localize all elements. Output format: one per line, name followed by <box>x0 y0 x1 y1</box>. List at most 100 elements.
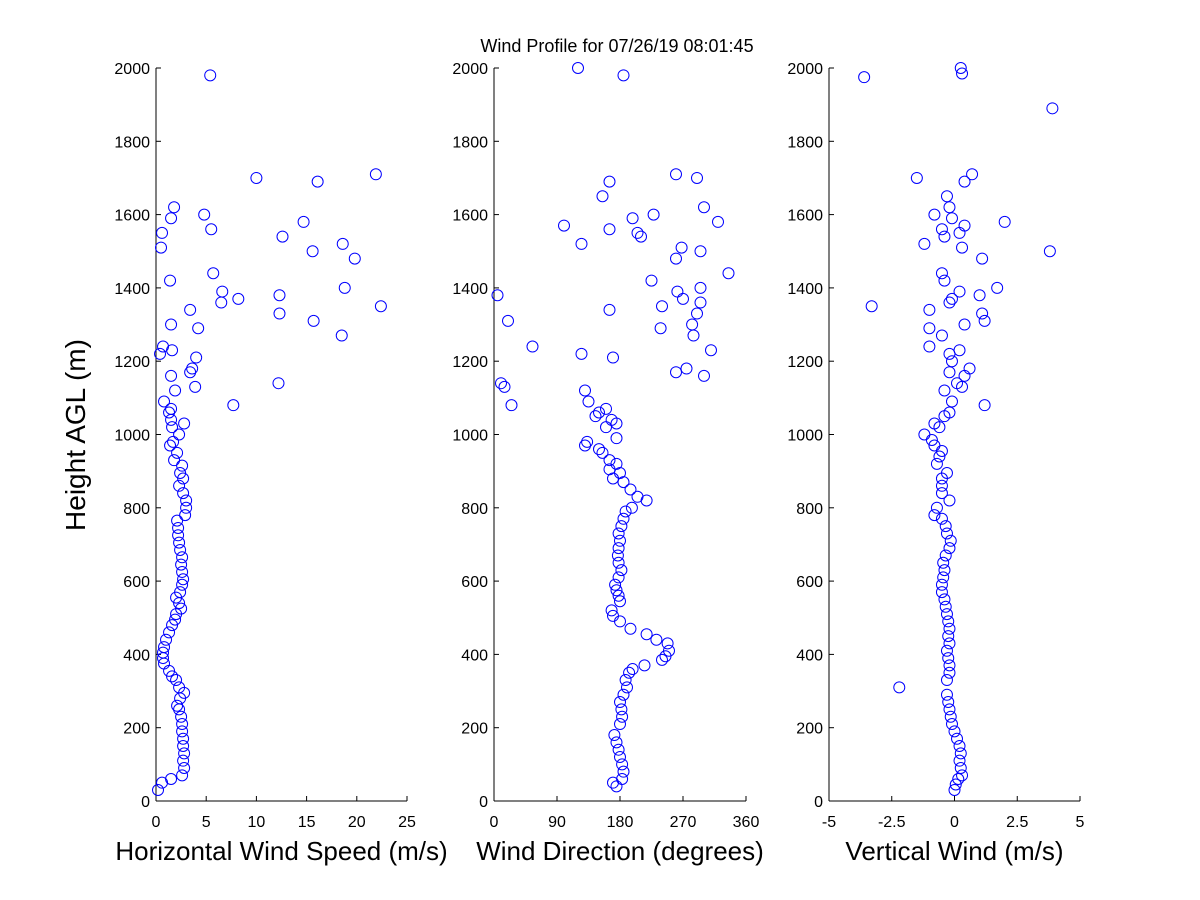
data-point <box>216 285 229 298</box>
data-point <box>612 589 625 602</box>
data-point <box>155 241 168 254</box>
data-point <box>954 762 967 775</box>
data-point <box>163 626 176 639</box>
y-tick-label: 1200 <box>452 354 488 371</box>
data-point <box>935 487 948 500</box>
y-tick-label: 600 <box>796 574 823 591</box>
data-point <box>614 718 626 731</box>
data-point <box>600 402 612 415</box>
data-point <box>165 212 178 225</box>
data-point <box>173 479 186 492</box>
data-point <box>205 223 218 236</box>
data-point <box>614 751 626 764</box>
data-point <box>944 710 957 723</box>
data-point <box>495 377 507 390</box>
data-point <box>158 395 171 408</box>
data-point <box>227 399 240 412</box>
data-point <box>998 215 1011 228</box>
data-point <box>722 267 735 280</box>
data-point <box>978 399 991 412</box>
x-axis-title: Horizontal Wind Speed (m/s) <box>115 836 447 866</box>
data-point <box>943 366 956 379</box>
data-point <box>670 252 682 265</box>
data-point <box>198 208 211 221</box>
data-point <box>176 459 189 472</box>
data-point <box>943 296 956 309</box>
y-tick-label: 1800 <box>452 134 488 151</box>
data-point <box>156 226 169 239</box>
data-point <box>938 593 951 606</box>
y-tick-label: 1600 <box>452 208 488 225</box>
data-point <box>178 762 191 775</box>
data-point <box>1043 245 1056 258</box>
data-point <box>612 527 625 540</box>
data-point <box>619 674 632 687</box>
x-tick-label: 2.5 <box>1006 814 1028 831</box>
data-point <box>939 520 952 533</box>
data-point <box>935 267 948 280</box>
data-point <box>943 703 956 716</box>
data-point <box>953 344 966 357</box>
data-point <box>593 443 605 456</box>
data-point <box>172 529 185 542</box>
data-point <box>176 565 189 578</box>
data-point <box>171 514 184 527</box>
data-point <box>991 281 1004 294</box>
data-point <box>928 417 941 430</box>
data-point <box>165 369 178 382</box>
data-point <box>189 380 202 393</box>
panel-direction: 0 200 400 600 800 1000 1200 1400 1600 1800 2000 0 90… <box>452 61 763 866</box>
data-point <box>498 380 511 393</box>
data-point <box>272 377 285 390</box>
y-tick-label: 0 <box>479 794 488 811</box>
data-point <box>918 237 931 250</box>
data-point <box>943 659 956 672</box>
data-point <box>1046 102 1059 115</box>
data-point <box>616 710 629 723</box>
data-point <box>625 501 638 514</box>
panel-speed: 0 200 400 600 800 1000 1200 1400 1600 1800 2000 0 5 1… <box>114 61 447 866</box>
y-tick-label: 200 <box>461 721 488 738</box>
data-point <box>273 307 286 320</box>
data-point <box>631 490 644 503</box>
data-point <box>166 421 179 434</box>
y-axis-title: Height AGL (m) <box>60 339 91 531</box>
data-point <box>207 267 220 280</box>
data-point <box>865 300 878 313</box>
data-point <box>374 300 387 313</box>
y-tick-label: 400 <box>123 647 150 664</box>
data-point <box>943 622 956 635</box>
data-point <box>158 641 171 654</box>
data-point <box>603 454 616 467</box>
y-tick-label: 1800 <box>787 134 823 151</box>
y-tick-label: 400 <box>461 647 488 664</box>
data-point <box>712 215 724 228</box>
data-point <box>953 285 966 298</box>
data-point <box>943 201 956 214</box>
data-point <box>635 230 647 243</box>
y-tick-label: 1400 <box>114 281 150 298</box>
y-tick-label: 1200 <box>787 354 823 371</box>
data-point <box>910 171 923 184</box>
data-point <box>953 740 966 753</box>
data-point <box>973 289 986 302</box>
data-point <box>928 439 941 452</box>
data-point <box>938 274 951 287</box>
data-point <box>608 729 621 742</box>
data-point <box>935 586 948 599</box>
data-point <box>694 245 707 258</box>
data-point <box>958 175 971 188</box>
data-point <box>943 494 956 507</box>
data-point <box>918 428 931 441</box>
data-point <box>307 314 320 327</box>
y-tick-label: 400 <box>796 647 823 664</box>
data-point <box>940 674 953 687</box>
data-point <box>502 314 514 327</box>
data-point <box>610 736 623 749</box>
data-point <box>610 457 623 470</box>
data-point <box>621 681 633 694</box>
y-tick-label: 600 <box>123 574 150 591</box>
y-tick-label: 800 <box>461 501 488 518</box>
x-tick-label: 90 <box>548 814 566 831</box>
